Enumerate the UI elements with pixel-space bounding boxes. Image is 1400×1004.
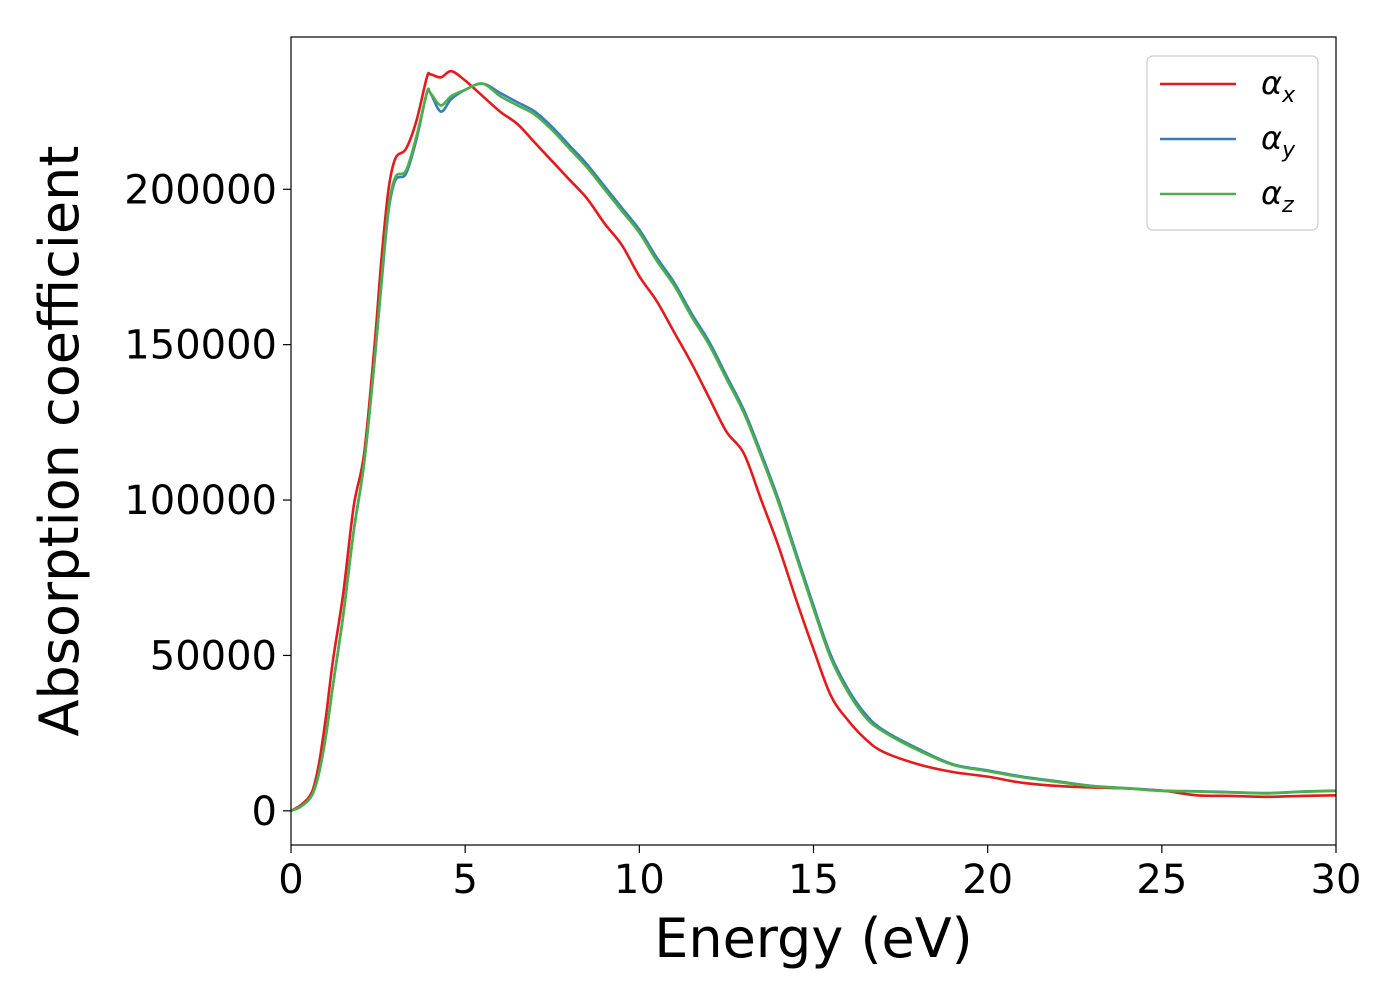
legend-item-alpha-y: αy: [1160, 119, 1296, 163]
x-tick-label: 20: [962, 857, 1013, 903]
x-tick-label: 5: [452, 857, 477, 903]
y-tick-label: 150000: [124, 323, 277, 369]
y-tick-label: 100000: [124, 478, 277, 524]
y-axis-label: Absorption coefficient: [28, 146, 91, 737]
series-line-alpha-x: [291, 69, 1336, 813]
y-axis-ticks: 0 50000 100000 150000 200000: [124, 167, 291, 835]
x-tick-label: 0: [278, 857, 303, 903]
x-tick-label: 25: [1136, 857, 1187, 903]
y-tick-label: 200000: [124, 167, 277, 213]
legend-label: αx: [1261, 64, 1296, 108]
x-tick-label: 10: [614, 857, 665, 903]
legend-item-alpha-x: αx: [1160, 64, 1296, 108]
x-axis-label: Energy (eV): [654, 907, 973, 970]
series-line-alpha-z: [291, 82, 1336, 813]
x-tick-label: 30: [1311, 857, 1362, 903]
y-tick-label: 50000: [150, 633, 277, 679]
y-tick-label: 0: [252, 789, 277, 835]
x-axis-ticks: 0 5 10 15 20 25 30: [278, 845, 1361, 903]
series-layer: [291, 69, 1336, 813]
x-tick-label: 15: [788, 857, 839, 903]
legend-box: [1146, 55, 1319, 231]
legend-label: αy: [1261, 119, 1296, 163]
